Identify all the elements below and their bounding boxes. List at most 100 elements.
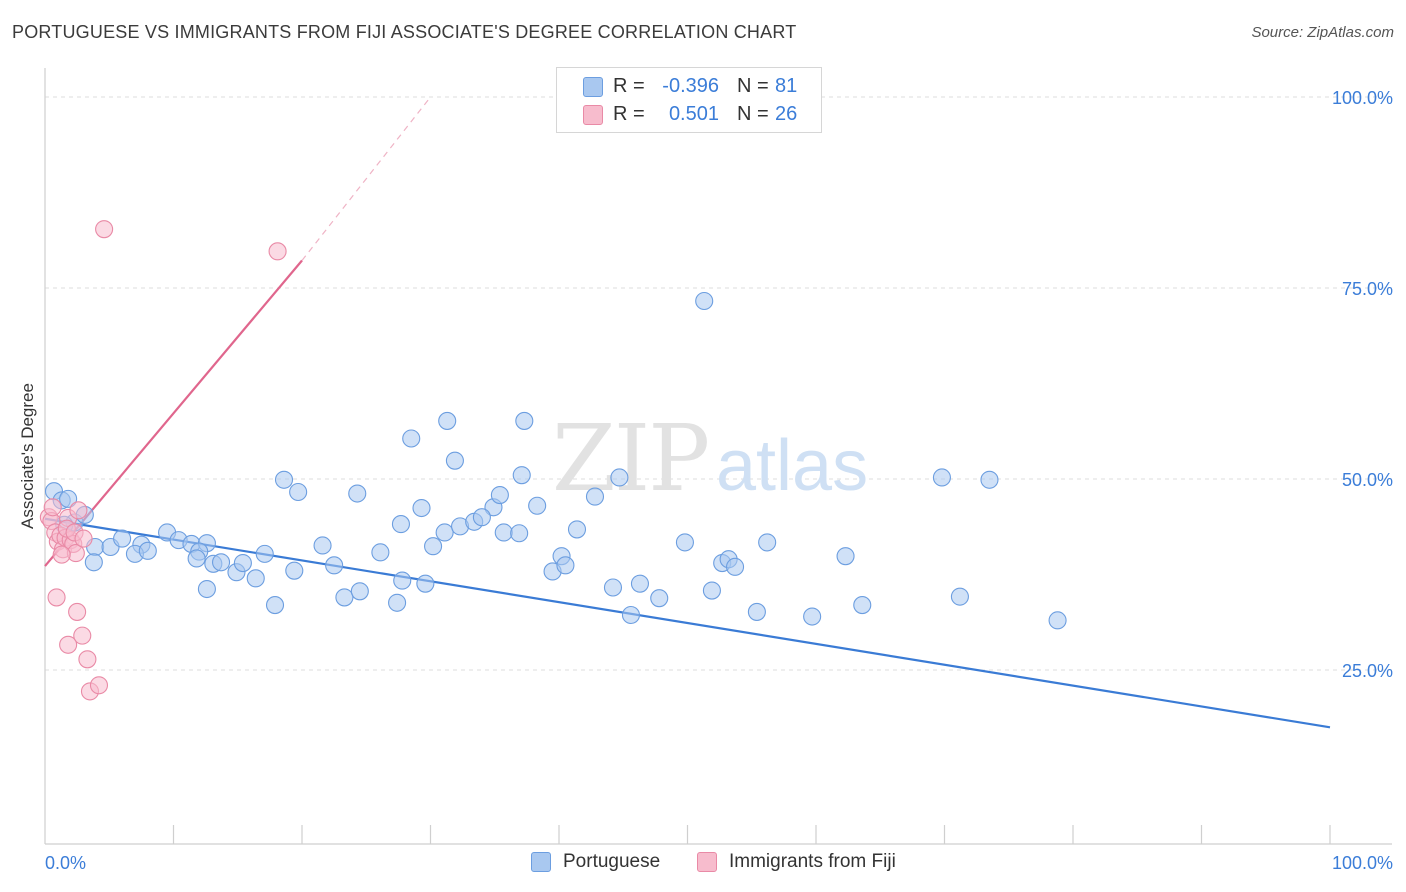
point-portuguese [610, 468, 629, 487]
point-portuguese [603, 578, 623, 597]
series-legend: Portuguese Immigrants from Fiji [0, 851, 1406, 879]
point-fiji [59, 635, 78, 654]
legend-row-portuguese: R = -0.396 N = 81 [583, 75, 797, 98]
legend-r-value: -0.396 [662, 75, 719, 97]
point-portuguese [325, 556, 344, 575]
point-portuguese [445, 451, 464, 470]
point-fiji [73, 626, 92, 645]
point-portuguese [335, 588, 354, 607]
point-portuguese [853, 596, 872, 615]
watermark-atlas: atlas [716, 426, 868, 506]
point-portuguese [803, 607, 822, 626]
point-portuguese [255, 544, 274, 563]
point-portuguese [187, 549, 206, 568]
point-fiji [74, 529, 93, 548]
point-portuguese [836, 547, 855, 566]
point-portuguese [675, 533, 694, 552]
point-portuguese [113, 529, 132, 548]
series-fiji [39, 220, 287, 701]
point-fiji [95, 220, 114, 239]
point-portuguese [435, 523, 454, 542]
point-portuguese [512, 466, 531, 485]
point-portuguese [725, 557, 745, 576]
point-portuguese [265, 596, 285, 615]
point-portuguese [84, 553, 103, 572]
point-portuguese [747, 602, 766, 621]
point-portuguese [138, 541, 157, 560]
point-portuguese [702, 581, 721, 600]
point-portuguese [472, 508, 491, 527]
point-portuguese [391, 515, 410, 534]
point-portuguese [494, 523, 513, 542]
watermark-zip: ZIP [552, 405, 708, 512]
point-portuguese [313, 536, 332, 555]
x-tick-labels: 0.0% 100.0% [45, 853, 1393, 873]
point-fiji [52, 545, 71, 564]
point-fiji [78, 650, 97, 669]
point-fiji [47, 588, 66, 607]
point-portuguese [211, 553, 231, 572]
series-portuguese [44, 291, 1067, 630]
point-portuguese [528, 496, 547, 515]
point-portuguese [650, 589, 669, 608]
y-tick-label: 75.0% [1342, 279, 1393, 299]
trend-line-fiji-extension [301, 96, 431, 261]
point-portuguese [388, 593, 407, 612]
legend-r-label: R = [613, 75, 645, 97]
point-portuguese [371, 543, 390, 562]
legend-label-portuguese: Portuguese [563, 851, 661, 872]
point-portuguese [233, 553, 252, 573]
legend-n-label: N = [737, 103, 769, 125]
point-portuguese [416, 574, 435, 593]
x-tick-label: 0.0% [45, 853, 86, 873]
source-label: Source: ZipAtlas.com [1251, 24, 1394, 41]
point-portuguese [424, 537, 443, 556]
legend-swatch-portuguese [531, 852, 551, 872]
point-portuguese [412, 498, 431, 518]
point-portuguese [556, 556, 575, 575]
point-portuguese [393, 571, 412, 590]
point-portuguese [402, 429, 421, 448]
legend-item-fiji[interactable]: Immigrants from Fiji [697, 851, 896, 873]
point-portuguese [246, 569, 265, 588]
axes [44, 68, 1392, 845]
point-portuguese [950, 587, 969, 606]
point-portuguese [490, 485, 509, 505]
point-portuguese [274, 470, 294, 489]
legend-swatch-fiji [697, 852, 717, 872]
point-fiji [89, 676, 109, 695]
point-fiji [69, 501, 88, 520]
point-portuguese [695, 291, 714, 311]
y-axis-label: Associate's Degree [18, 383, 37, 529]
point-portuguese [630, 574, 650, 593]
point-portuguese [59, 489, 78, 508]
y-tick-label: 100.0% [1332, 88, 1393, 108]
axis-ticks [172, 825, 1331, 844]
point-portuguese [197, 579, 216, 599]
legend-n-value: 81 [775, 75, 798, 97]
point-portuguese [348, 484, 367, 503]
point-portuguese [758, 533, 777, 552]
x-tick-label: 100.0% [1332, 853, 1393, 873]
point-portuguese [621, 605, 641, 625]
point-fiji [268, 242, 287, 261]
y-tick-labels: 100.0% 75.0% 50.0% 25.0% [1332, 88, 1393, 681]
grid-lines [45, 96, 1392, 671]
point-portuguese [932, 468, 951, 487]
y-tick-label: 25.0% [1342, 661, 1393, 681]
point-portuguese [350, 582, 369, 601]
point-portuguese [289, 482, 308, 502]
legend-row-fiji: R = 0.501 N = 26 [583, 103, 797, 126]
point-portuguese [285, 561, 304, 580]
stats-legend: R = -0.396 N = 81 R = 0.501 N = 26 [556, 67, 822, 133]
legend-label-fiji: Immigrants from Fiji [729, 851, 896, 872]
point-fiji [43, 498, 62, 517]
point-portuguese [567, 520, 587, 539]
legend-r-label: R = [613, 103, 645, 125]
chart-title: PORTUGUESE VS IMMIGRANTS FROM FIJI ASSOC… [12, 22, 797, 42]
legend-item-portuguese[interactable]: Portuguese [531, 851, 660, 873]
point-portuguese [515, 411, 534, 430]
legend-n-label: N = [737, 75, 769, 97]
point-portuguese [1048, 611, 1067, 630]
